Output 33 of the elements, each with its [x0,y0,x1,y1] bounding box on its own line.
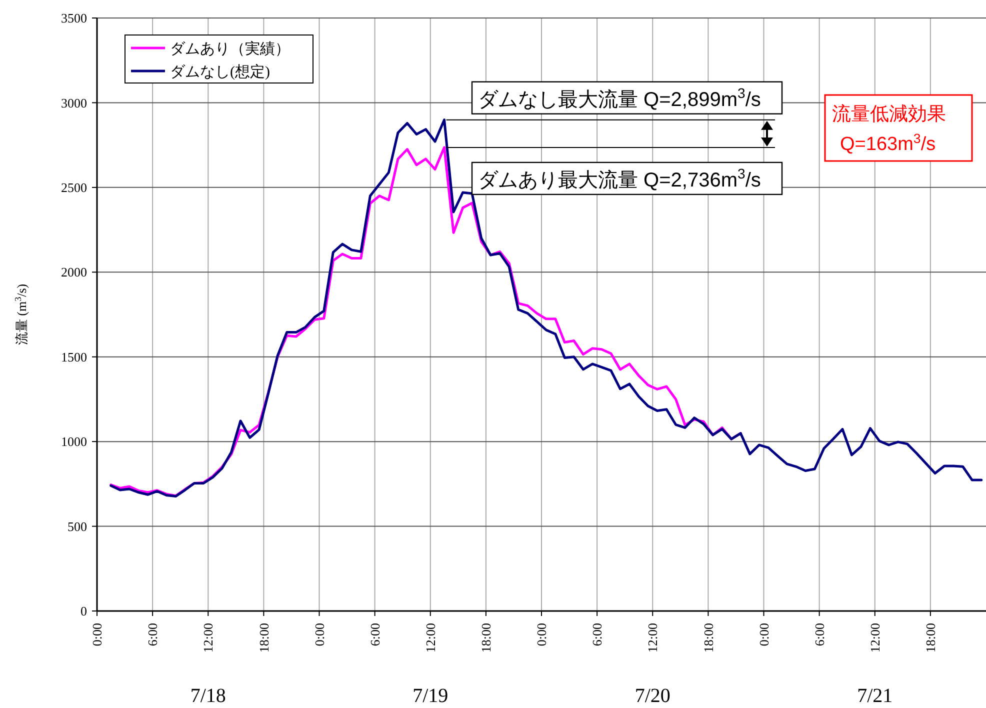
text: 7/18 [190,685,226,707]
x-tick-label: 18:00 [478,623,494,653]
annotation: ダムあり最大流量 Q=2,736m$^{3}$/s [478,165,761,192]
x-tick-label: 18:00 [700,623,716,653]
x-tick-label: 0:00 [534,623,550,646]
x-tick-label: 0:00 [90,623,105,646]
y-tick-label: 500 [68,518,87,534]
x-tick-label: 0:00 [312,623,327,646]
annotation: 流量低減効果 Q=163m$^{3}$/s [832,103,946,155]
x-tick-label: 18:00 [922,623,938,653]
x-tick-label: 0:00 [756,623,772,646]
x-tick-label: 18:00 [256,623,272,653]
x-tick-label: 6:00 [812,623,827,646]
y-tick-label: 3500 [61,10,87,26]
y-tick-label: 0 [80,604,87,619]
y-tick-label: 3000 [61,95,87,110]
x-tick-label: 12:00 [867,623,882,653]
legend-label: ダムあり（実績） [170,40,290,58]
x-tick-label: 12:00 [200,623,216,653]
text: 7/20 [634,685,670,707]
legend-label: ダムなし(想定) [170,63,270,80]
y-tick-label: 2000 [61,264,87,280]
x-tick-label: 12:00 [645,623,660,653]
x-tick-label: 6:00 [590,623,605,646]
text: 7/21 [857,685,893,707]
text: 7/19 [412,685,448,707]
x-tick-label: 6:00 [367,623,382,646]
y-tick-label: 2500 [61,180,87,195]
y-tick-label: 1500 [61,349,87,364]
annotation: ダムなし最大流量 Q=2,899m$^{3}$/s [478,84,761,111]
x-tick-label: 12:00 [422,623,438,653]
x-tick-label: 6:00 [145,623,160,646]
y-tick-label: 1000 [61,434,87,450]
